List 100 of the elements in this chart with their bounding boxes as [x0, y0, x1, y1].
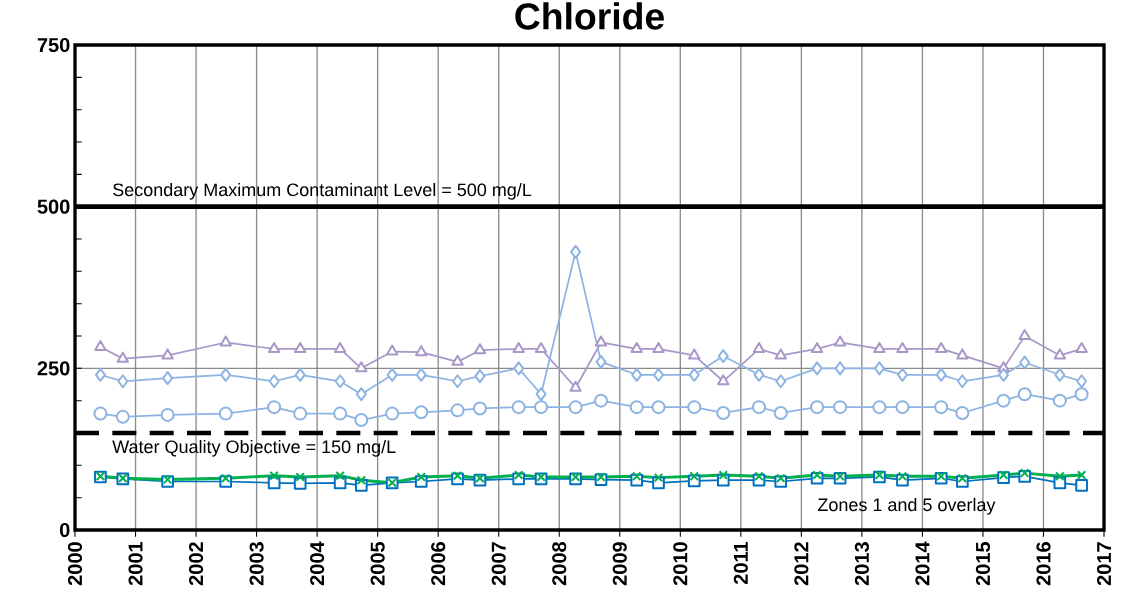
x-tick-label: 2010 — [673, 542, 688, 586]
point — [415, 345, 428, 357]
point — [935, 367, 947, 382]
point — [115, 409, 130, 424]
point — [1074, 387, 1089, 402]
x-tick-label: 2004 — [310, 541, 325, 586]
point — [117, 374, 129, 389]
point — [267, 341, 281, 353]
x-tick-label: 2011 — [733, 541, 748, 585]
point — [294, 367, 306, 382]
point — [1019, 355, 1031, 370]
x-tick-label: 2015 — [975, 541, 991, 586]
y-tick-label: 250 — [37, 361, 70, 376]
point — [652, 341, 665, 353]
point — [1018, 329, 1031, 341]
point — [955, 405, 970, 420]
point — [512, 341, 525, 353]
point — [94, 340, 107, 351]
point — [451, 354, 464, 366]
point — [895, 400, 910, 415]
point — [1055, 471, 1065, 482]
point — [218, 406, 233, 421]
point — [333, 341, 347, 353]
point — [896, 367, 908, 382]
point — [1076, 374, 1088, 389]
point — [269, 470, 279, 481]
point — [355, 361, 368, 373]
point — [631, 471, 642, 482]
point — [754, 471, 764, 482]
point — [717, 374, 730, 386]
point — [1075, 479, 1088, 492]
point — [873, 361, 885, 376]
point — [1019, 468, 1030, 478]
point — [452, 470, 463, 481]
x-tick-label: 2012 — [794, 542, 809, 586]
point — [452, 374, 464, 389]
point — [473, 343, 487, 355]
point — [651, 400, 666, 415]
point — [595, 354, 607, 369]
point — [773, 405, 788, 420]
chart-title: Chloride — [515, 2, 664, 30]
point — [293, 341, 307, 353]
point — [93, 406, 108, 421]
x-tick-label: 2017 — [1096, 542, 1112, 586]
point — [688, 348, 701, 360]
point — [474, 369, 486, 384]
point — [1017, 387, 1032, 402]
point — [653, 472, 664, 483]
x-tick-label: 2002 — [188, 542, 204, 586]
point — [834, 361, 846, 376]
point — [956, 348, 969, 360]
point — [874, 470, 885, 480]
point — [415, 367, 427, 382]
point — [534, 341, 548, 353]
point — [220, 473, 231, 484]
point — [1052, 393, 1067, 408]
point — [94, 367, 106, 382]
point — [689, 471, 699, 482]
y-tick-label: 750 — [37, 37, 70, 53]
point — [629, 400, 644, 415]
point — [776, 473, 786, 484]
x-tick-label: 2009 — [612, 542, 627, 586]
point — [536, 472, 546, 482]
point — [716, 405, 731, 420]
point — [295, 472, 305, 482]
point — [957, 473, 968, 484]
point — [386, 367, 398, 382]
x-tick-label: 2013 — [854, 542, 869, 586]
point — [752, 341, 766, 353]
point — [570, 472, 581, 482]
point — [688, 367, 700, 382]
point — [934, 400, 949, 415]
point — [934, 341, 948, 353]
point — [810, 400, 825, 415]
point — [535, 387, 547, 402]
point — [1054, 367, 1066, 382]
x-tick-label: 2007 — [491, 542, 506, 586]
point — [569, 380, 582, 392]
point — [896, 341, 909, 353]
point — [354, 413, 369, 428]
point — [513, 361, 525, 376]
point — [355, 387, 367, 402]
point — [833, 400, 848, 415]
point — [718, 470, 729, 480]
point — [513, 470, 524, 480]
y-tick-label: 0 — [59, 522, 70, 538]
x-tick-label: 2001 — [128, 541, 143, 586]
point — [450, 403, 465, 418]
point — [996, 393, 1011, 408]
ref-line-label: Secondary Maximum Contaminant Level = 500 mg/L — [113, 182, 532, 200]
x-tick-label: 2016 — [1036, 542, 1051, 586]
point — [775, 374, 787, 389]
point — [267, 400, 282, 415]
point — [268, 374, 280, 389]
point — [594, 393, 609, 408]
point — [356, 475, 367, 485]
point — [385, 406, 400, 421]
x-tick-label: 2003 — [249, 542, 264, 586]
ref-line-label: Water Quality Objective = 150 mg/L — [112, 439, 396, 457]
annotation: Zones 1 and 5 overlay — [817, 497, 996, 515]
